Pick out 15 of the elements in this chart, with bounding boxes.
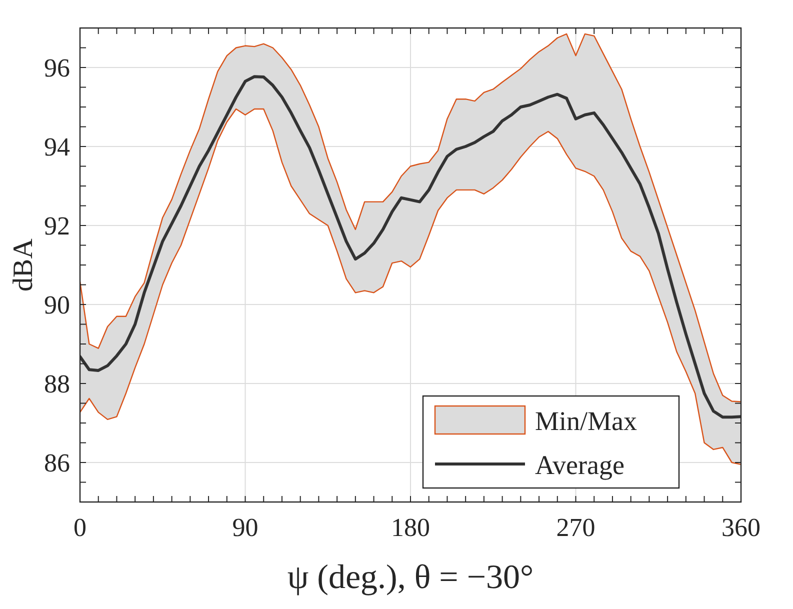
legend-label: Min/Max	[535, 406, 638, 436]
y-tick-label: 94	[44, 132, 70, 162]
x-axis-title: ψ (deg.), θ = −30°	[287, 559, 534, 596]
y-axis-title: dBA	[8, 238, 39, 292]
legend-label: Average	[535, 450, 624, 480]
y-tick-label: 88	[44, 370, 70, 398]
x-tick-label: 0	[74, 513, 86, 542]
x-tick-label: 360	[722, 513, 760, 542]
y-tick-label: 90	[44, 290, 70, 320]
x-tick-label: 270	[556, 513, 596, 542]
x-tick-label: 180	[391, 513, 430, 542]
y-tick-label: 96	[44, 54, 70, 82]
x-tick-label: 90	[232, 513, 258, 542]
y-tick-label: 92	[44, 212, 70, 240]
y-tick-label: 86	[44, 448, 70, 478]
